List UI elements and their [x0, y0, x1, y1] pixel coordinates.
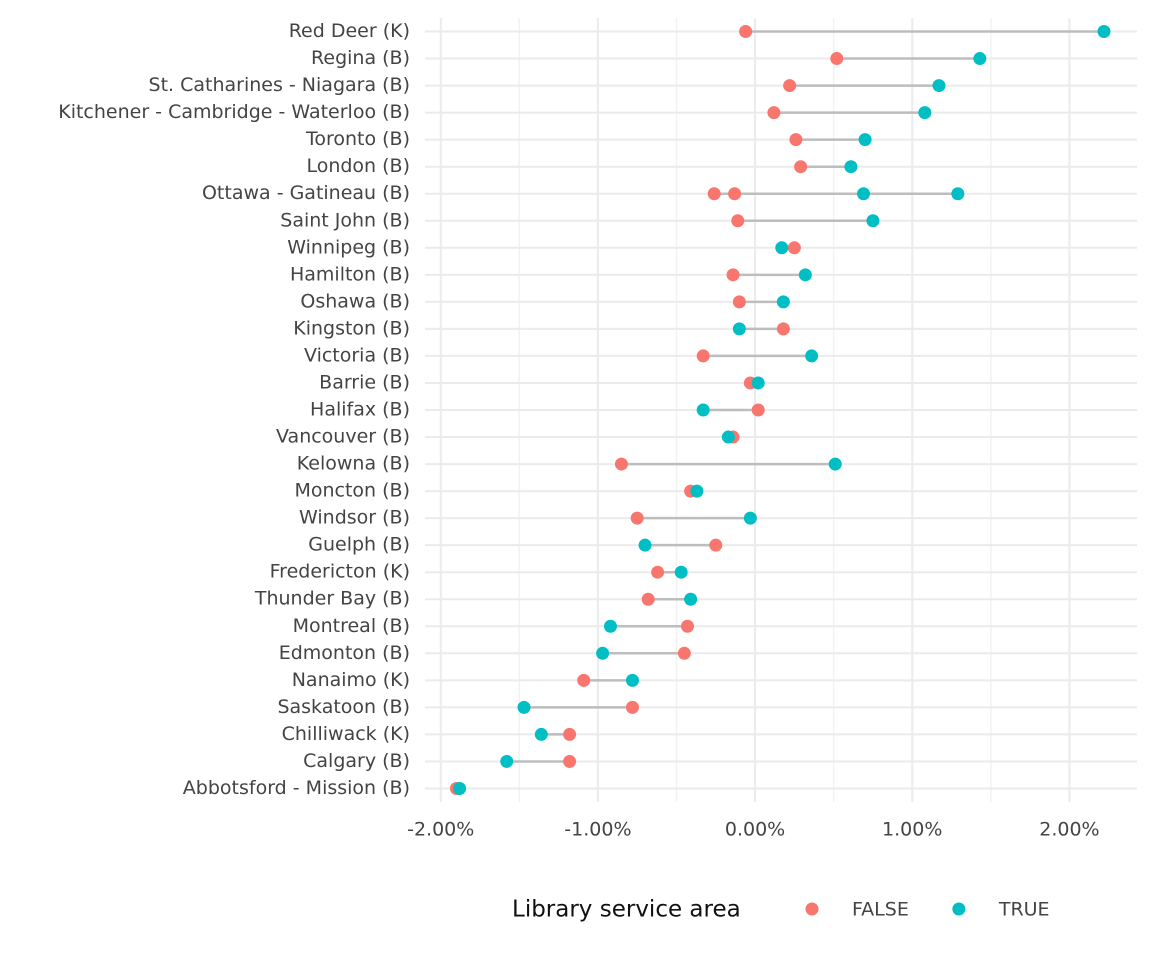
dot: [563, 754, 577, 768]
y-tick-label: Oshawa (B): [300, 290, 410, 312]
dot: [751, 403, 765, 417]
dot: [596, 646, 610, 660]
y-tick-label: Regina (B): [311, 47, 410, 69]
dot: [638, 538, 652, 552]
dot: [751, 376, 765, 390]
dot: [726, 268, 740, 282]
y-tick-label: Victoria (B): [304, 344, 410, 366]
dot: [517, 700, 531, 714]
x-tick-label: 2.00%: [1039, 819, 1099, 841]
dot: [721, 430, 735, 444]
x-tick-label: -1.00%: [564, 819, 631, 841]
dot: [696, 403, 710, 417]
dot: [534, 727, 548, 741]
y-tick-label: London (B): [306, 155, 410, 177]
dot: [625, 673, 639, 687]
dot: [680, 619, 694, 633]
y-tick-label: Kingston (B): [293, 317, 410, 339]
dot: [783, 79, 797, 93]
dot: [630, 511, 644, 525]
y-tick-label: Toronto (B): [305, 128, 410, 150]
y-tick-label: Edmonton (B): [279, 642, 410, 664]
dot: [789, 133, 803, 147]
dot: [684, 592, 698, 606]
dot: [707, 187, 721, 201]
y-tick-label: Barrie (B): [319, 371, 410, 393]
y-tick-label: Saskatoon (B): [277, 696, 410, 718]
y-tick-label: Montreal (B): [293, 615, 410, 637]
grid: [425, 18, 1137, 802]
y-tick-label: Vancouver (B): [276, 426, 410, 448]
y-tick-label: Abbotsford - Mission (B): [183, 777, 410, 799]
x-tick-label: 0.00%: [725, 819, 785, 841]
dot: [857, 187, 871, 201]
dot: [776, 295, 790, 309]
y-tick-label: Guelph (B): [308, 534, 410, 556]
dot: [951, 187, 965, 201]
dot: [830, 52, 844, 66]
dot: [798, 268, 812, 282]
legend-label: FALSE: [852, 899, 909, 921]
y-tick-label: Calgary (B): [303, 750, 410, 772]
y-tick-label: Fredericton (K): [270, 561, 410, 583]
dot: [776, 322, 790, 336]
dot: [677, 646, 691, 660]
dot: [709, 538, 723, 552]
dot: [690, 484, 704, 498]
y-tick-label: Kitchener - Cambridge - Waterloo (B): [58, 101, 410, 123]
dot: [866, 214, 880, 228]
y-tick-label: Moncton (B): [294, 480, 410, 502]
dot: [728, 187, 742, 201]
y-tick-label: Saint John (B): [280, 209, 410, 231]
y-tick-label: Halifax (B): [310, 399, 410, 421]
dot: [828, 457, 842, 471]
y-tick-label: Windsor (B): [299, 507, 410, 529]
dot: [732, 295, 746, 309]
dot: [577, 673, 591, 687]
x-tick-label: -2.00%: [407, 819, 474, 841]
dot: [844, 160, 858, 174]
dot: [563, 727, 577, 741]
dot: [651, 565, 665, 579]
legend-title: Library service area: [512, 897, 741, 923]
x-tick-label: 1.00%: [882, 819, 942, 841]
dot: [787, 241, 801, 255]
dot: [858, 133, 872, 147]
legend-marker: [805, 902, 819, 916]
dot: [641, 592, 655, 606]
dot: [1097, 25, 1111, 39]
y-tick-label: St. Catharines - Niagara (B): [149, 74, 410, 96]
dot: [932, 79, 946, 93]
dot: [696, 349, 710, 363]
dot: [767, 106, 781, 120]
dot: [732, 322, 746, 336]
y-tick-label: Chilliwack (K): [282, 723, 410, 745]
dot: [973, 52, 987, 66]
dot: [731, 214, 745, 228]
dot: [918, 106, 932, 120]
dot: [805, 349, 819, 363]
y-tick-label: Kelowna (B): [297, 453, 410, 475]
dot: [500, 754, 514, 768]
dot: [614, 457, 628, 471]
dot: [775, 241, 789, 255]
y-tick-label: Hamilton (B): [290, 263, 410, 285]
dot: [739, 25, 753, 39]
y-tick-label: Winnipeg (B): [287, 236, 410, 258]
y-tick-label: Ottawa - Gatineau (B): [202, 182, 410, 204]
y-tick-label: Nanaimo (K): [292, 669, 410, 691]
dot: [625, 700, 639, 714]
legend-marker: [952, 902, 966, 916]
y-tick-label: Thunder Bay (B): [254, 588, 410, 610]
dot: [743, 511, 757, 525]
dot: [453, 781, 467, 795]
dot: [794, 160, 808, 174]
dot: [603, 619, 617, 633]
legend-label: TRUE: [998, 899, 1050, 921]
y-tick-label: Red Deer (K): [289, 20, 410, 42]
dot: [674, 565, 688, 579]
